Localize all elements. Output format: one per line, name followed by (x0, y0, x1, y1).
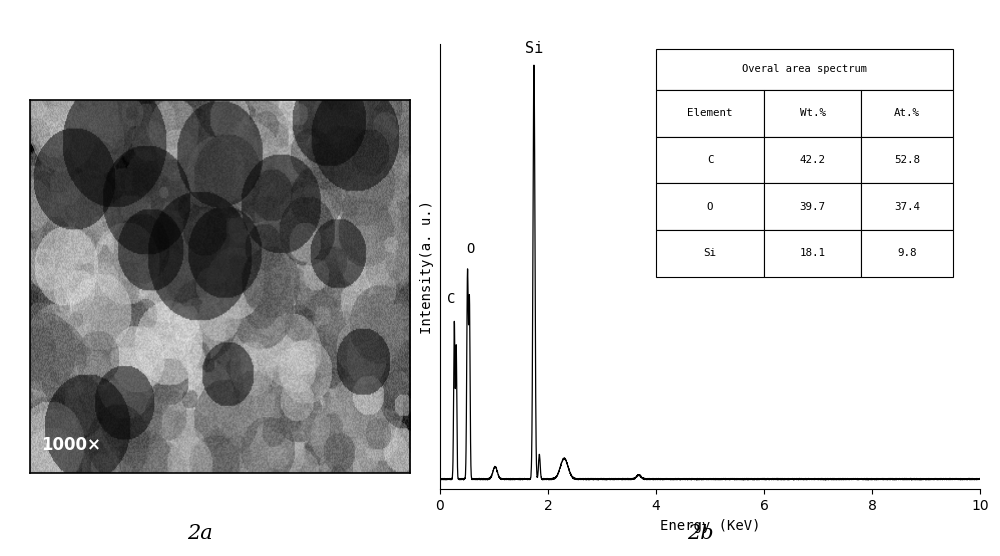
Text: O: O (467, 242, 475, 256)
Bar (861, 90, 953, 137)
Text: 39.7: 39.7 (800, 202, 826, 212)
Bar (764, 183, 861, 230)
Text: 2b: 2b (687, 524, 713, 543)
Bar (656, 49, 953, 90)
Text: 2a: 2a (187, 524, 213, 543)
Bar (861, 137, 953, 183)
Bar (861, 183, 953, 230)
Text: 1000×: 1000× (41, 436, 101, 454)
Bar (861, 230, 953, 277)
Bar (764, 90, 861, 137)
Text: C: C (707, 155, 713, 165)
Bar (764, 230, 861, 277)
Text: Si: Si (525, 41, 543, 56)
Bar (764, 137, 861, 183)
Text: Wt.%: Wt.% (800, 108, 826, 118)
Text: 52.8: 52.8 (894, 155, 920, 165)
Text: 18.1: 18.1 (800, 249, 826, 259)
Text: Element: Element (687, 108, 733, 118)
Text: Overal area spectrum: Overal area spectrum (742, 64, 867, 75)
Text: 37.4: 37.4 (894, 202, 920, 212)
Text: 42.2: 42.2 (800, 155, 826, 165)
Y-axis label: Intensity(a. u.): Intensity(a. u.) (420, 200, 434, 334)
X-axis label: Energy (KeV): Energy (KeV) (660, 519, 760, 533)
Bar (656, 183, 764, 230)
Bar (656, 137, 764, 183)
Text: Si: Si (704, 249, 716, 259)
Bar (656, 90, 764, 137)
Text: At.%: At.% (894, 108, 920, 118)
Text: O: O (707, 202, 713, 212)
Bar (656, 230, 764, 277)
Text: C: C (447, 292, 456, 306)
Text: 9.8: 9.8 (897, 249, 917, 259)
